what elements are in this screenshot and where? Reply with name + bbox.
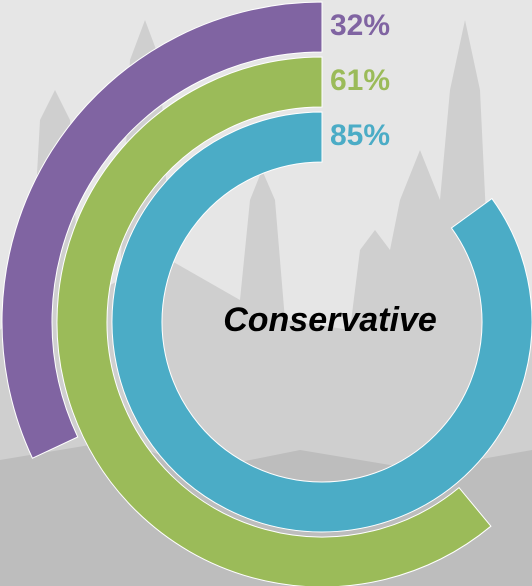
- center-label: Conservative: [223, 301, 437, 339]
- ring-bar: [56, 56, 492, 586]
- ring-bar: [111, 111, 532, 533]
- value-label: 61%: [330, 64, 390, 97]
- value-label: 85%: [330, 119, 390, 152]
- ring-bar: [1, 1, 323, 459]
- value-label: 32%: [330, 9, 390, 42]
